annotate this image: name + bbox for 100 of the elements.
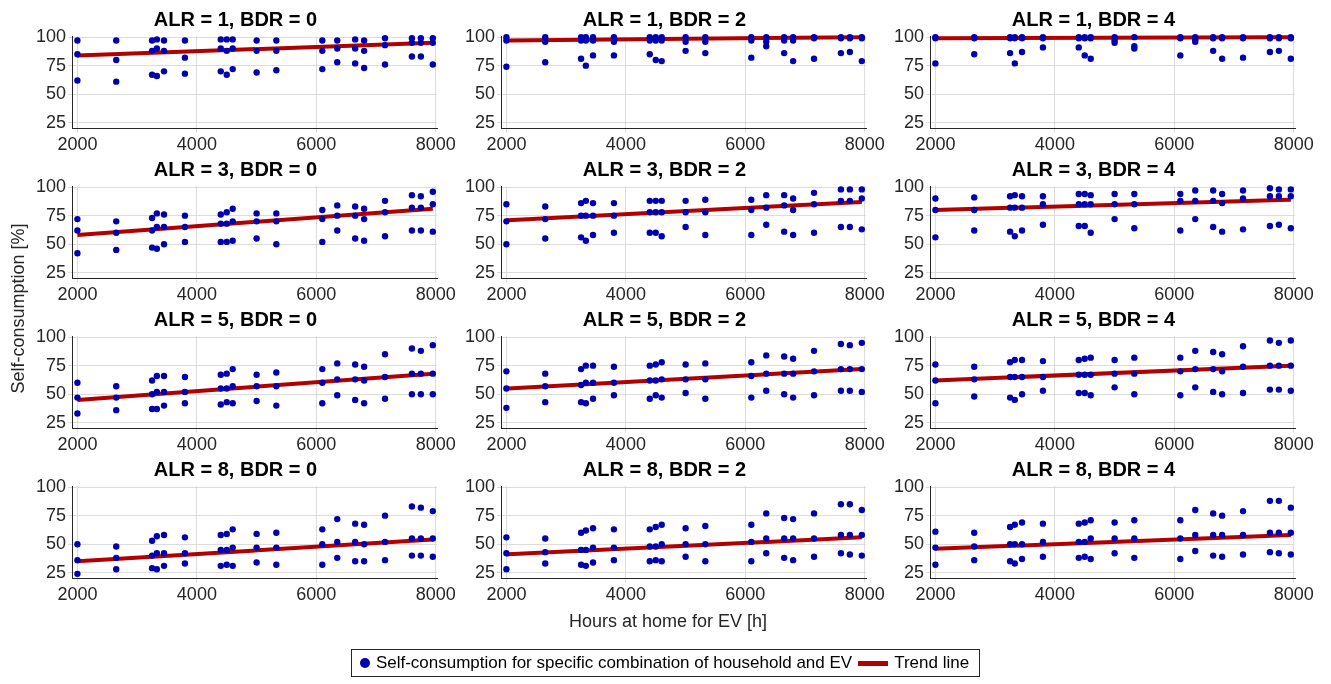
y-tick-label: 100: [464, 476, 496, 497]
x-tick-label: 6000: [1154, 284, 1195, 305]
chart-title: ALR = 3, BDR = 0: [153, 157, 318, 180]
x-tick-label: 6000: [296, 134, 337, 155]
chart-title: ALR = 5, BDR = 4: [1011, 307, 1177, 330]
x-tick-label: 4000: [176, 584, 217, 605]
x-tick-label: 8000: [1273, 284, 1314, 305]
y-tick-label: 75: [475, 354, 496, 375]
y-tick-label: 100: [893, 176, 925, 197]
y-tick-label: 25: [475, 411, 496, 432]
x-axis-title: Hours at home for EV [h]: [567, 611, 769, 632]
y-tick-label: 50: [904, 233, 925, 254]
x-tick-label: 8000: [1273, 434, 1314, 455]
x-tick-label: 2000: [57, 584, 98, 605]
x-tick-label: 8000: [415, 434, 456, 455]
y-tick-label: 25: [904, 111, 925, 132]
x-tick-label: 4000: [1034, 134, 1075, 155]
chart-title: ALR = 8, BDR = 4: [1011, 457, 1177, 480]
x-tick-label: 2000: [57, 134, 98, 155]
y-tick-label: 100: [35, 176, 67, 197]
y-tick-label: 50: [475, 533, 496, 554]
y-tick-label: 25: [904, 261, 925, 282]
y-tick-label: 25: [475, 111, 496, 132]
y-tick-label: 25: [46, 561, 67, 582]
x-tick-label: 6000: [1154, 584, 1195, 605]
x-tick-label: 6000: [1154, 134, 1195, 155]
x-tick-label: 4000: [1034, 584, 1075, 605]
x-tick-label: 2000: [486, 134, 527, 155]
legend-label: Trend line: [894, 653, 970, 673]
y-tick-label: 75: [46, 504, 67, 525]
chart-title: ALR = 1, BDR = 4: [1011, 7, 1177, 30]
y-tick-label: 100: [893, 326, 925, 347]
y-tick-label: 25: [46, 261, 67, 282]
y-tick-label: 25: [904, 561, 925, 582]
y-tick-label: 50: [904, 383, 925, 404]
x-tick-label: 4000: [176, 434, 217, 455]
y-tick-label: 25: [475, 561, 496, 582]
y-tick-label: 75: [904, 504, 925, 525]
x-tick-label: 6000: [725, 434, 766, 455]
x-tick-label: 8000: [415, 134, 456, 155]
x-tick-label: 4000: [605, 134, 646, 155]
x-tick-label: 6000: [725, 134, 766, 155]
x-tick-label: 2000: [915, 434, 956, 455]
x-tick-label: 6000: [296, 584, 337, 605]
x-tick-label: 2000: [57, 434, 98, 455]
y-tick-label: 100: [464, 26, 496, 47]
y-tick-label: 75: [46, 354, 67, 375]
x-tick-label: 6000: [1154, 434, 1195, 455]
y-tick-label: 50: [475, 83, 496, 104]
x-tick-label: 2000: [57, 284, 98, 305]
x-tick-label: 4000: [1034, 434, 1075, 455]
legend-label: Self-consumption for specific combination of household and EV: [375, 653, 853, 673]
x-tick-label: 2000: [915, 284, 956, 305]
x-tick-label: 2000: [486, 284, 527, 305]
y-tick-label: 75: [475, 54, 496, 75]
x-tick-label: 8000: [844, 434, 885, 455]
x-tick-label: 6000: [296, 284, 337, 305]
y-tick-label: 75: [475, 204, 496, 225]
x-tick-label: 6000: [725, 584, 766, 605]
y-tick-label: 100: [35, 476, 67, 497]
y-tick-label: 75: [475, 504, 496, 525]
y-tick-label: 25: [904, 411, 925, 432]
y-tick-label: 100: [893, 26, 925, 47]
chart-title: ALR = 3, BDR = 2: [582, 157, 747, 180]
y-tick-label: 75: [46, 204, 67, 225]
chart-title: ALR = 5, BDR = 2: [582, 307, 747, 330]
y-tick-label: 100: [35, 26, 67, 47]
y-tick-label: 75: [904, 354, 925, 375]
x-tick-label: 4000: [176, 134, 217, 155]
x-tick-label: 8000: [844, 584, 885, 605]
y-axis-title: Self-consumption [%]: [7, 222, 29, 396]
y-tick-label: 100: [893, 476, 925, 497]
chart-title: ALR = 8, BDR = 0: [153, 457, 318, 480]
y-tick-label: 100: [464, 326, 496, 347]
y-tick-label: 50: [46, 383, 67, 404]
y-tick-label: 50: [904, 533, 925, 554]
y-tick-label: 50: [46, 533, 67, 554]
y-tick-label: 50: [46, 83, 67, 104]
y-tick-label: 75: [904, 54, 925, 75]
y-tick-label: 100: [35, 326, 67, 347]
x-tick-label: 8000: [1273, 134, 1314, 155]
x-tick-label: 8000: [844, 134, 885, 155]
y-tick-label: 25: [46, 411, 67, 432]
x-tick-label: 4000: [605, 284, 646, 305]
x-tick-label: 2000: [486, 434, 527, 455]
x-tick-label: 4000: [1034, 284, 1075, 305]
x-tick-label: 8000: [415, 284, 456, 305]
x-tick-label: 4000: [176, 284, 217, 305]
y-tick-label: 75: [904, 204, 925, 225]
x-tick-label: 6000: [725, 284, 766, 305]
x-tick-label: 2000: [486, 584, 527, 605]
x-tick-label: 4000: [605, 434, 646, 455]
y-tick-label: 50: [475, 233, 496, 254]
x-tick-label: 8000: [844, 284, 885, 305]
chart-title: ALR = 1, BDR = 2: [582, 7, 747, 30]
chart-title: ALR = 3, BDR = 4: [1011, 157, 1177, 180]
y-tick-label: 25: [475, 261, 496, 282]
chart-title: ALR = 8, BDR = 2: [582, 457, 747, 480]
chart-title: ALR = 1, BDR = 0: [153, 7, 318, 30]
y-tick-label: 75: [46, 54, 67, 75]
